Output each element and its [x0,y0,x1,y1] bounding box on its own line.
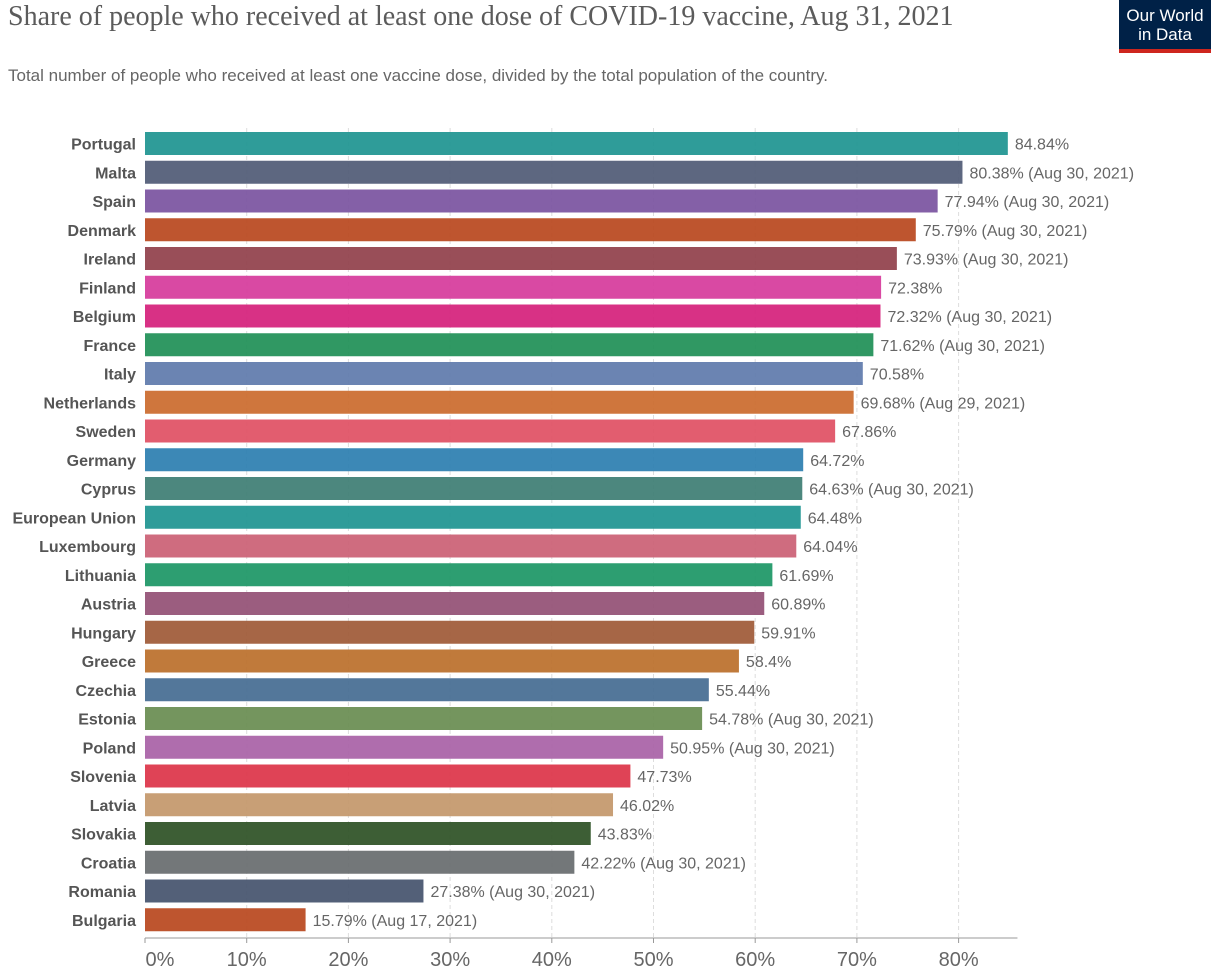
value-label: 84.84% [1015,137,1069,154]
category-label: Netherlands [44,395,137,412]
logo-line-2: in Data [1138,25,1192,44]
category-label: Slovakia [71,827,136,844]
bar[interactable] [145,189,938,213]
x-tick-label: 30% [430,949,470,971]
chart-subtitle: Total number of people who received at l… [8,66,828,85]
value-label: 54.78% (Aug 30, 2021) [709,712,874,729]
value-label: 55.44% [716,683,770,700]
bar[interactable] [145,764,631,788]
x-tick-label: 50% [633,949,673,971]
bar[interactable] [145,362,863,385]
value-label: 61.69% [779,568,833,585]
chart-title: Share of people who received at least on… [8,1,954,32]
value-label: 75.79% (Aug 30, 2021) [923,223,1088,240]
category-label: Belgium [73,309,136,326]
value-label: 64.63% (Aug 30, 2021) [809,482,974,499]
bar[interactable] [145,419,836,443]
category-label: Czechia [76,683,137,700]
x-tick-label: 0% [146,949,175,971]
category-label: Spain [92,194,136,211]
x-tick-label: 40% [532,949,572,971]
category-label: Romania [68,884,136,901]
category-label: Sweden [76,424,136,441]
bar[interactable] [145,707,703,730]
x-tick-label: 70% [837,949,877,971]
bar[interactable] [145,592,765,615]
bar[interactable] [145,649,739,673]
value-label: 80.38% (Aug 30, 2021) [969,165,1134,182]
value-label: 69.68% (Aug 29, 2021) [861,395,1026,412]
category-label: Slovenia [70,769,136,786]
value-label: 60.89% [771,597,825,614]
bar[interactable] [145,793,614,817]
category-label: Cyprus [81,482,136,499]
value-label: 72.38% [888,280,942,297]
value-label: 50.95% (Aug 30, 2021) [670,740,835,757]
value-label: 72.32% (Aug 30, 2021) [887,309,1052,326]
value-label: 27.38% (Aug 30, 2021) [430,884,595,901]
value-label: 43.83% [598,827,652,844]
bar[interactable] [145,275,882,299]
bar[interactable] [145,477,803,500]
category-label: Luxembourg [39,539,136,556]
bar[interactable] [145,735,664,759]
bar[interactable] [145,218,916,242]
value-label: 64.48% [808,510,862,527]
bar[interactable] [145,160,963,184]
bar[interactable] [145,908,306,932]
category-label: Austria [81,597,136,614]
bar[interactable] [145,822,591,845]
owid-logo[interactable]: Our World in Data [1119,0,1211,53]
category-label: Hungary [71,625,136,642]
value-label: 67.86% [842,424,896,441]
category-label: Portugal [71,137,136,154]
bar[interactable] [145,247,897,270]
category-label: Poland [83,740,136,757]
value-label: 71.62% (Aug 30, 2021) [880,338,1045,355]
value-label: 59.91% [761,625,815,642]
value-label: 46.02% [620,798,674,815]
value-label: 64.72% [810,453,864,470]
category-label: European Union [12,510,136,527]
x-tick-label: 60% [735,949,775,971]
x-tick-label: 20% [328,949,368,971]
category-label: France [84,338,137,355]
value-label: 64.04% [803,539,857,556]
x-tick-label: 10% [227,949,267,971]
logo-line-1: Our World [1126,6,1204,25]
value-label: 73.93% (Aug 30, 2021) [904,252,1069,269]
category-label: Malta [95,165,136,182]
bar[interactable] [145,850,575,874]
bar[interactable] [145,534,797,558]
value-label: 58.4% [746,654,791,671]
bar[interactable] [145,620,755,644]
category-label: Finland [79,280,136,297]
bar[interactable] [145,390,854,414]
category-label: Bulgaria [72,913,136,930]
bar[interactable] [145,132,1008,155]
category-label: Germany [67,453,136,470]
category-label: Greece [82,654,136,671]
value-label: 47.73% [637,769,691,786]
bar[interactable] [145,448,804,472]
value-label: 42.22% (Aug 30, 2021) [581,855,746,872]
bar[interactable] [145,563,773,587]
value-label: 15.79% (Aug 17, 2021) [313,913,478,930]
bar[interactable] [145,678,709,702]
category-label: Denmark [68,223,137,240]
category-label: Estonia [78,712,136,729]
category-label: Croatia [81,855,136,872]
value-label: 77.94% (Aug 30, 2021) [945,194,1110,211]
x-tick-label: 80% [939,949,979,971]
bar[interactable] [145,333,874,357]
category-label: Latvia [90,798,136,815]
bar[interactable] [145,304,881,328]
category-label: Italy [104,367,136,384]
category-label: Lithuania [65,568,136,585]
bar[interactable] [145,505,801,529]
value-label: 70.58% [870,367,924,384]
category-label: Ireland [84,252,136,269]
bar[interactable] [145,879,424,903]
